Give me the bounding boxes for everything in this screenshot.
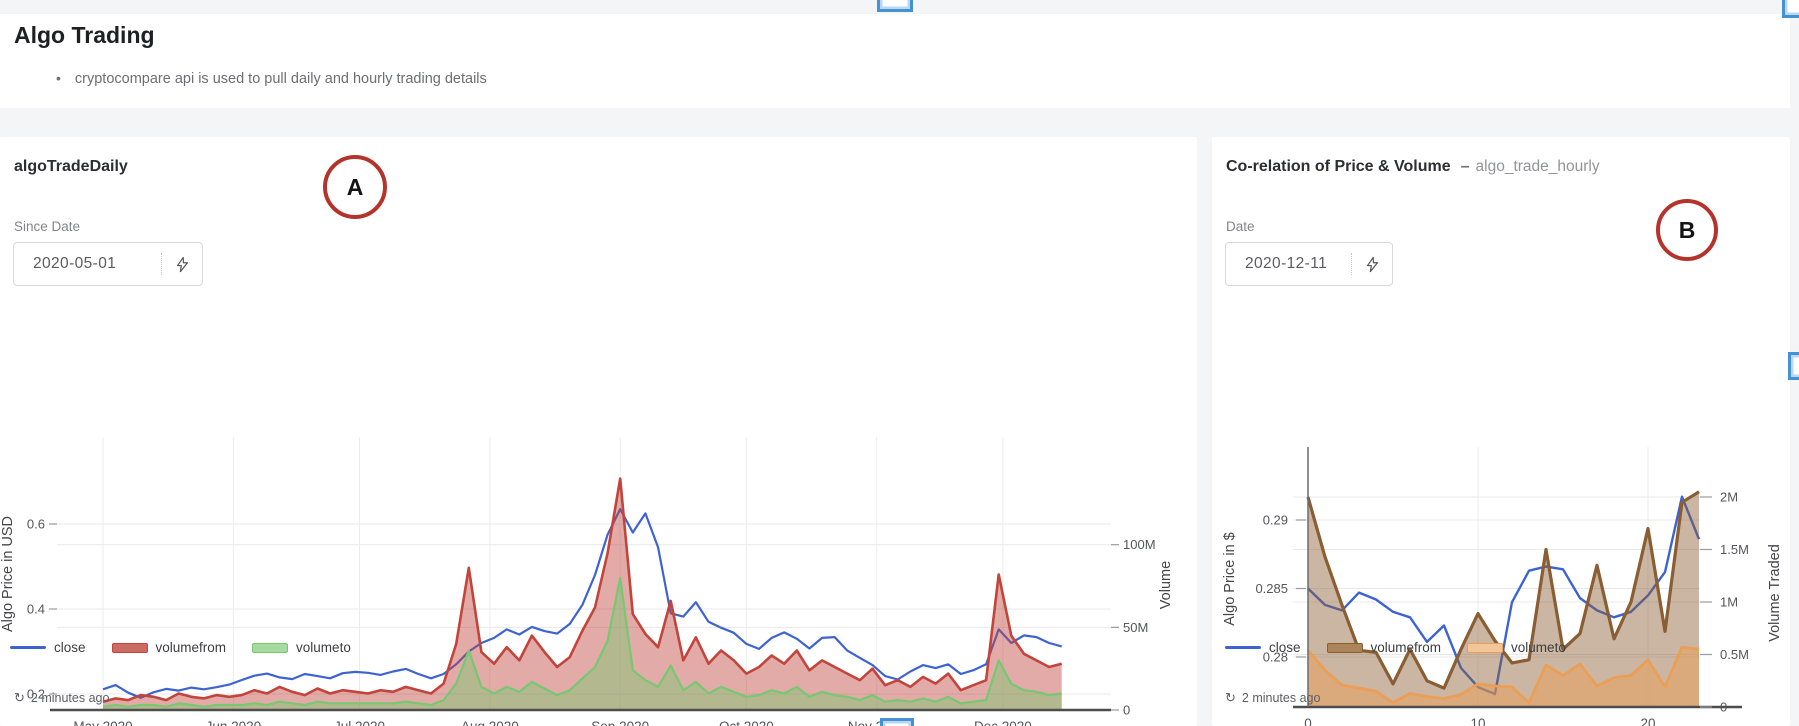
refresh-icon[interactable]: ↻ (1225, 690, 1236, 705)
clipped-selection-box-top (877, 0, 913, 12)
legend-label-volumeto: volumeto (296, 640, 351, 655)
page-description: • cryptocompare api is used to pull dail… (56, 70, 487, 87)
svg-text:Nov 2020: Nov 2020 (848, 719, 906, 726)
daily-price-volume-chart[interactable]: 0.2 0.4 0.6 0 50M 100M May 2020 Jun 2020 Jul 202… (0, 417, 1197, 726)
legend-item-volumefrom[interactable]: volumefrom (111, 640, 227, 655)
since-date-label: Since Date (14, 219, 81, 234)
svg-text:1.5M: 1.5M (1720, 542, 1749, 557)
page-header: Algo Trading • cryptocompare api is used… (0, 14, 1790, 108)
svg-text:Algo Price in $: Algo Price in $ (1222, 532, 1238, 626)
daily-chart-legend: close volumefrom volumeto (10, 640, 351, 655)
svg-text:0.285: 0.285 (1255, 581, 1288, 596)
daily-refresh-status[interactable]: ↻ 2 minutes ago (14, 690, 109, 706)
svg-text:Oct 2020: Oct 2020 (719, 719, 774, 726)
svg-text:Jun 2020: Jun 2020 (206, 719, 262, 726)
daily-refresh-text: 2 minutes ago (30, 691, 110, 705)
panel-hourly: Co-relation of Price & Volume – algo_trade… (1212, 137, 1790, 726)
legend-item-close[interactable]: close (10, 640, 86, 655)
legend-item-volumefrom[interactable]: volumefrom (1326, 640, 1442, 655)
svg-text:0.29: 0.29 (1263, 513, 1288, 528)
bullet-marker: • (56, 70, 61, 86)
svg-text:Sep 2020: Sep 2020 (591, 719, 649, 726)
svg-text:May 2020: May 2020 (73, 719, 132, 726)
legend-item-volumeto[interactable]: volumeto (1467, 640, 1566, 655)
date-label: Date (1226, 219, 1255, 234)
svg-text:10: 10 (1470, 716, 1485, 726)
legend-label-volumeto: volumeto (1511, 640, 1566, 655)
input-divider (161, 253, 162, 275)
since-date-input[interactable]: 2020-05-01 (13, 242, 203, 286)
lightning-icon[interactable] (1352, 256, 1392, 273)
legend-item-volumeto[interactable]: volumeto (252, 640, 351, 655)
hourly-chart-title: Co-relation of Price & Volume – algo_trade… (1226, 158, 1600, 176)
hourly-price-volume-chart[interactable]: 0.280.2850.2900.5M1M1.5M2M01020HourAlgo … (1212, 417, 1790, 726)
annotation-b-letter: B (1678, 216, 1696, 243)
legend-swatch-close (1225, 645, 1261, 650)
svg-text:50M: 50M (1123, 620, 1148, 635)
lightning-icon[interactable] (162, 256, 202, 273)
hourly-subtitle: algo_trade_hourly (1475, 158, 1600, 175)
subtitle-separator: – (1460, 158, 1470, 175)
svg-text:Algo Price in USD: Algo Price in USD (0, 516, 16, 632)
daily-chart-title: algoTradeDaily (14, 158, 128, 175)
hourly-chart-legend: close volumefrom volumeto (1225, 640, 1566, 655)
svg-text:1M: 1M (1720, 595, 1738, 610)
legend-label-volumefrom: volumefrom (155, 640, 227, 655)
annotation-a-circle: A (323, 155, 387, 219)
svg-text:0.4: 0.4 (27, 602, 45, 617)
date-value[interactable]: 2020-12-11 (1245, 255, 1328, 272)
hourly-refresh-text: 2 minutes ago (1241, 691, 1321, 705)
svg-text:Volume Traded: Volume Traded (1767, 544, 1783, 642)
legend-label-close: close (54, 640, 86, 655)
annotation-b-circle: B (1656, 199, 1718, 261)
svg-text:0.2: 0.2 (27, 687, 45, 702)
svg-text:20: 20 (1640, 716, 1655, 726)
svg-text:2M: 2M (1720, 490, 1738, 505)
clipped-selection-box-top-right (1782, 0, 1799, 18)
svg-text:Volume: Volume (1158, 561, 1174, 609)
legend-swatch-volumeto (252, 642, 289, 653)
svg-text:0.28: 0.28 (1263, 650, 1288, 665)
clipped-selection-box-bottom (880, 718, 914, 726)
svg-text:Jul 2020: Jul 2020 (334, 719, 385, 726)
refresh-icon[interactable]: ↻ (14, 690, 25, 705)
svg-text:0: 0 (1123, 703, 1130, 718)
legend-swatch-volumefrom (111, 642, 148, 653)
svg-text:0: 0 (1720, 700, 1727, 715)
hourly-refresh-status[interactable]: ↻ 2 minutes ago (1225, 690, 1320, 706)
page-description-text: cryptocompare api is used to pull daily … (74, 71, 487, 87)
svg-text:0.6: 0.6 (27, 517, 45, 532)
svg-text:0: 0 (1304, 716, 1312, 726)
input-divider (1351, 253, 1352, 275)
svg-text:0.5M: 0.5M (1720, 647, 1749, 662)
page-title: Algo Trading (14, 22, 155, 48)
panel-daily: algoTradeDaily Since Date 2020-05-01 A 0… (0, 137, 1197, 726)
annotation-a-letter: A (346, 173, 364, 200)
since-date-value[interactable]: 2020-05-01 (33, 255, 117, 272)
legend-swatch-volumeto (1467, 642, 1504, 653)
legend-swatch-volumefrom (1326, 642, 1363, 653)
legend-swatch-close (10, 645, 46, 650)
legend-label-volumefrom: volumefrom (1370, 640, 1442, 655)
legend-label-close: close (1269, 640, 1301, 655)
clipped-selection-box-right (1788, 352, 1799, 380)
date-input[interactable]: 2020-12-11 (1225, 242, 1393, 286)
hourly-title-text: Co-relation of Price & Volume (1226, 158, 1451, 175)
legend-item-close[interactable]: close (1225, 640, 1301, 655)
svg-text:Dec 2020: Dec 2020 (974, 719, 1032, 726)
svg-text:100M: 100M (1123, 537, 1156, 552)
svg-text:Aug 2020: Aug 2020 (461, 719, 519, 726)
